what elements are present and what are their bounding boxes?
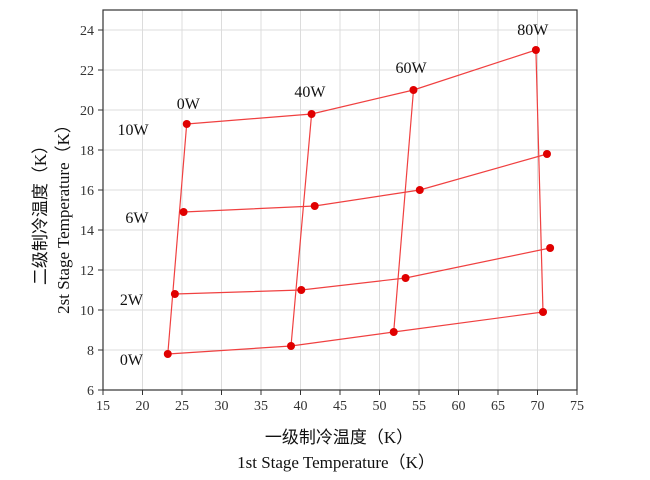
data-point (182, 120, 191, 128)
series-annotation: 0W (177, 96, 201, 113)
x-tick-label: 60 (452, 399, 466, 414)
y-tick-label: 12 (80, 264, 94, 279)
series-annotation: 0W (120, 352, 144, 369)
y-tick-label: 16 (80, 184, 94, 199)
series-annotation: 10W (117, 122, 149, 139)
x-tick-label: 15 (96, 399, 110, 414)
y-tick-label: 10 (80, 304, 94, 319)
x-tick-label: 40 (294, 399, 308, 414)
data-point (297, 286, 306, 294)
y-tick-label: 8 (87, 344, 94, 359)
y-axis-title-en: 2st Stage Temperature（K） (54, 116, 73, 314)
data-point (531, 46, 540, 54)
series-annotation: 60W (396, 60, 428, 77)
data-point (542, 150, 551, 158)
series-lines (167, 49, 551, 355)
y-tick-label: 20 (80, 104, 94, 119)
series-line (290, 113, 313, 347)
series-line (393, 89, 415, 333)
data-point (307, 110, 316, 118)
y-tick-label: 18 (80, 144, 94, 159)
axes: 15 20 25 30 35 40 45 50 55 60 65 70 75 6 8 10 12 14 16 18 20… (80, 24, 584, 414)
y-tick-label: 24 (80, 24, 94, 39)
data-point (415, 186, 424, 194)
data-point (179, 208, 188, 216)
x-tick-label: 50 (373, 399, 387, 414)
x-tick-label: 45 (333, 399, 347, 414)
data-markers (163, 46, 555, 358)
x-tick-label: 25 (175, 399, 189, 414)
data-point (401, 274, 410, 282)
annotations: 0W 40W 60W 80W 10W 6W 2W 0W (117, 22, 549, 369)
x-axis-title-en: 1st Stage Temperature（K） (237, 453, 435, 472)
series-line (167, 123, 188, 355)
series-annotation: 6W (125, 210, 149, 227)
data-point (310, 202, 319, 210)
x-axis-title-cn: 一级制冷温度（K） (265, 428, 413, 447)
x-tick-label: 35 (254, 399, 268, 414)
x-tick-label: 20 (136, 399, 150, 414)
series-annotation: 40W (294, 84, 326, 101)
y-axis-title-cn: 二级制冷温度（K） (31, 137, 50, 285)
series-line (174, 247, 551, 295)
x-tick-label: 65 (491, 399, 505, 414)
series-line (183, 153, 548, 213)
y-tick-label: 22 (80, 64, 94, 79)
data-point (287, 342, 296, 350)
data-point (170, 290, 179, 298)
series-annotation: 80W (517, 22, 549, 39)
series-line (167, 311, 544, 355)
grid (103, 10, 577, 391)
x-tick-label: 55 (412, 399, 426, 414)
data-point (389, 328, 398, 336)
data-point (539, 308, 548, 316)
series-line (535, 49, 544, 313)
y-tick-label: 14 (80, 224, 94, 239)
y-tick-label: 6 (87, 384, 94, 399)
x-tick-label: 70 (531, 399, 545, 414)
series-annotation: 2W (120, 292, 144, 309)
data-point (546, 244, 555, 252)
data-point (409, 86, 418, 94)
series-line (186, 49, 537, 125)
data-point (163, 350, 172, 358)
x-tick-label: 75 (570, 399, 584, 414)
x-tick-label: 30 (215, 399, 229, 414)
